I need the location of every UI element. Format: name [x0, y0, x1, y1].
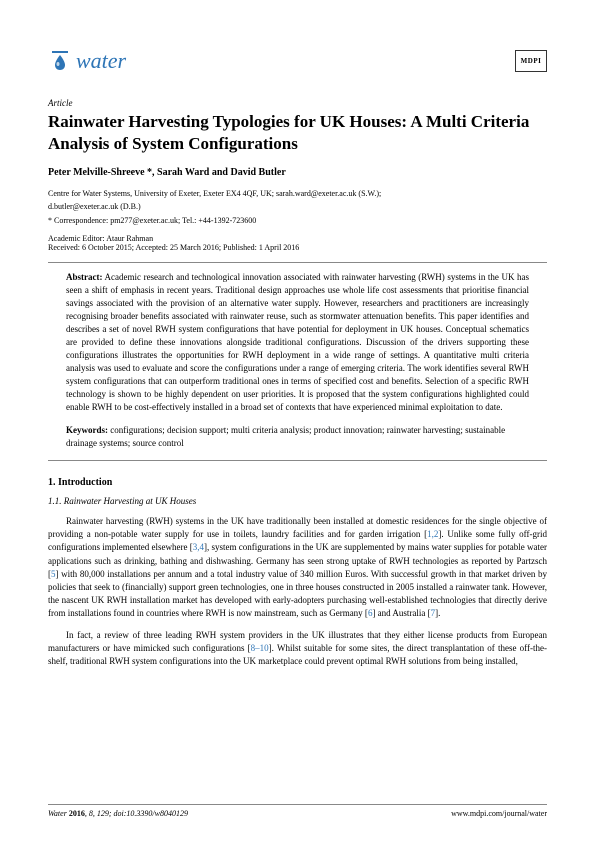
publication-dates: Received: 6 October 2015; Accepted: 25 M…: [48, 243, 547, 252]
abstract-block: Abstract: Academic research and technolo…: [66, 271, 529, 415]
article-title: Rainwater Harvesting Typologies for UK H…: [48, 111, 547, 155]
footer-year: 2016: [69, 809, 85, 818]
body-paragraph-1: Rainwater harvesting (RWH) systems in th…: [48, 515, 547, 619]
journal-name: water: [76, 48, 126, 74]
water-drop-icon: [48, 49, 72, 73]
affiliation-line-1: Centre for Water Systems, University of …: [48, 188, 547, 199]
article-type: Article: [48, 98, 547, 108]
ref-8-10[interactable]: 8–10: [251, 643, 269, 653]
divider-bottom: [48, 460, 547, 461]
para1-seg-d: ] with 80,000 installations per annum an…: [48, 569, 547, 618]
page-footer: Water 2016, 8, 129; doi:10.3390/w8040129…: [48, 804, 547, 818]
section-heading-intro: 1. Introduction: [48, 477, 547, 488]
para1-seg-f: ].: [435, 608, 440, 618]
keywords-label: Keywords:: [66, 425, 108, 435]
para1-seg-e: ] and Australia [: [372, 608, 430, 618]
footer-citation: , 8, 129; doi:10.3390/w8040129: [85, 809, 188, 818]
footer-right[interactable]: www.mdpi.com/journal/water: [451, 809, 547, 818]
publisher-name: MDPI: [521, 57, 542, 65]
affiliation-line-2: d.butler@exeter.ac.uk (D.B.): [48, 201, 547, 212]
footer-left: Water 2016, 8, 129; doi:10.3390/w8040129: [48, 809, 188, 818]
keywords-block: Keywords: configurations; decision suppo…: [66, 424, 529, 450]
page-header: water MDPI: [48, 48, 547, 74]
academic-editor: Academic Editor: Ataur Rahman: [48, 234, 547, 243]
keywords-text: configurations; decision support; multi …: [66, 425, 505, 448]
divider-top: [48, 262, 547, 263]
body-paragraph-2: In fact, a review of three leading RWH s…: [48, 629, 547, 668]
ref-3-4[interactable]: 3,4: [193, 542, 204, 552]
abstract-label: Abstract:: [66, 272, 103, 282]
journal-logo: water: [48, 48, 126, 74]
ref-1-2[interactable]: 1,2: [427, 529, 438, 539]
abstract-text: Academic research and technological inno…: [66, 272, 529, 412]
subsection-heading-1-1: 1.1. Rainwater Harvesting at UK Houses: [48, 496, 547, 506]
publisher-logo: MDPI: [515, 50, 547, 72]
correspondence: * Correspondence: pm277@exeter.ac.uk; Te…: [48, 215, 547, 226]
footer-journal: Water: [48, 809, 69, 818]
authors: Peter Melville-Shreeve *, Sarah Ward and…: [48, 167, 547, 178]
